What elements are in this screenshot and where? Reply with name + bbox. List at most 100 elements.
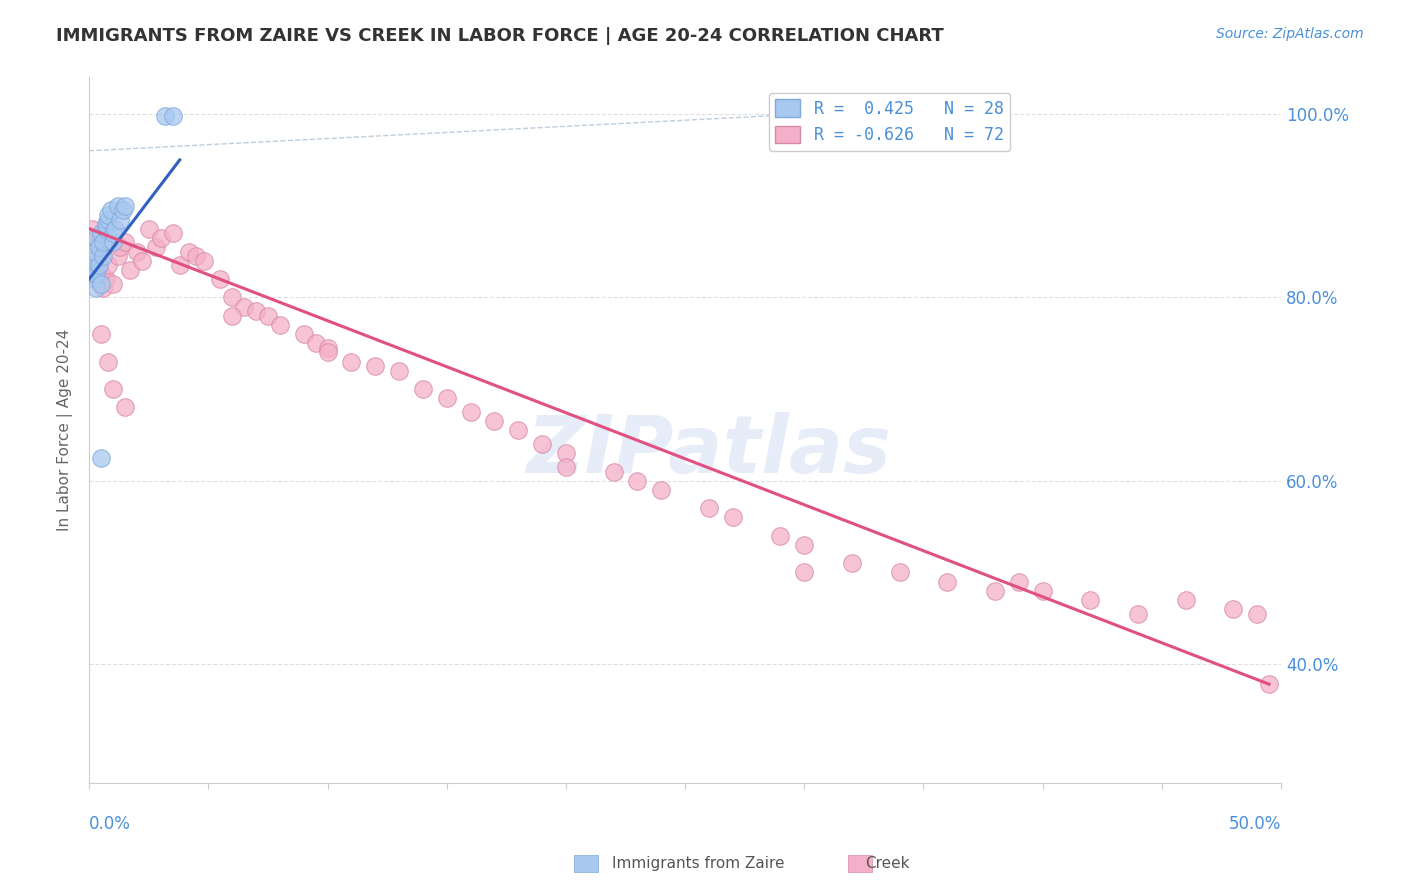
Point xyxy=(101,277,124,291)
Point xyxy=(87,258,110,272)
Point xyxy=(104,221,127,235)
Point xyxy=(114,235,136,250)
Point xyxy=(364,359,387,373)
Point xyxy=(101,382,124,396)
Point xyxy=(221,309,243,323)
Point xyxy=(97,212,120,227)
Point xyxy=(90,277,112,291)
Point xyxy=(101,226,124,240)
Point xyxy=(138,221,160,235)
Point xyxy=(1258,677,1281,691)
Text: IMMIGRANTS FROM ZAIRE VS CREEK IN LABOR FORCE | AGE 20-24 CORRELATION CHART: IMMIGRANTS FROM ZAIRE VS CREEK IN LABOR … xyxy=(56,27,943,45)
Point xyxy=(169,258,191,272)
Point xyxy=(97,208,120,222)
Point xyxy=(984,583,1007,598)
Point xyxy=(245,304,267,318)
Point xyxy=(697,501,720,516)
Point xyxy=(484,414,506,428)
Point xyxy=(186,249,208,263)
Point xyxy=(162,226,184,240)
Point xyxy=(118,263,141,277)
Point xyxy=(97,354,120,368)
Point xyxy=(93,235,115,250)
Point xyxy=(1174,593,1197,607)
Point xyxy=(107,249,129,263)
Point xyxy=(131,253,153,268)
Point xyxy=(83,249,105,263)
Point xyxy=(269,318,291,332)
Point xyxy=(84,281,107,295)
Point xyxy=(114,401,136,415)
Point xyxy=(94,217,117,231)
Point xyxy=(80,253,103,268)
Point xyxy=(87,263,110,277)
Point xyxy=(209,272,232,286)
Point xyxy=(80,263,103,277)
Point xyxy=(114,199,136,213)
Point xyxy=(90,226,112,240)
Point xyxy=(460,405,482,419)
Legend: R =  0.425   N = 28, R = -0.626   N = 72: R = 0.425 N = 28, R = -0.626 N = 72 xyxy=(769,93,1011,151)
Point xyxy=(145,240,167,254)
Point xyxy=(83,272,105,286)
Text: Creek: Creek xyxy=(865,856,910,871)
Point xyxy=(149,231,172,245)
Point xyxy=(97,258,120,272)
Point xyxy=(80,221,103,235)
Point xyxy=(125,244,148,259)
Point xyxy=(90,268,112,282)
Point xyxy=(94,272,117,286)
Point xyxy=(388,364,411,378)
Point xyxy=(936,574,959,589)
Point xyxy=(84,244,107,259)
Point xyxy=(80,231,103,245)
Point xyxy=(87,253,110,268)
Point xyxy=(107,199,129,213)
Point xyxy=(257,309,280,323)
Point xyxy=(84,231,107,245)
Point xyxy=(769,529,792,543)
Point xyxy=(83,244,105,259)
Point xyxy=(650,483,672,497)
Point xyxy=(90,327,112,342)
Point xyxy=(554,460,576,475)
Text: ZIPatlas: ZIPatlas xyxy=(526,412,891,491)
Point xyxy=(101,235,124,250)
Point xyxy=(436,391,458,405)
Y-axis label: In Labor Force | Age 20-24: In Labor Force | Age 20-24 xyxy=(58,329,73,532)
Point xyxy=(90,450,112,465)
Point xyxy=(316,345,339,359)
Point xyxy=(193,253,215,268)
Point xyxy=(1222,602,1244,616)
Point xyxy=(221,290,243,304)
Point xyxy=(100,203,122,218)
Point xyxy=(84,268,107,282)
Point xyxy=(108,212,131,227)
Text: Source: ZipAtlas.com: Source: ZipAtlas.com xyxy=(1216,27,1364,41)
Point xyxy=(292,327,315,342)
Point xyxy=(93,249,115,263)
Point xyxy=(626,474,648,488)
Point xyxy=(793,566,815,580)
Point xyxy=(155,109,177,123)
Point xyxy=(1008,574,1031,589)
Text: Immigrants from Zaire: Immigrants from Zaire xyxy=(612,856,785,871)
Point xyxy=(1078,593,1101,607)
Point xyxy=(841,556,863,570)
Point xyxy=(108,240,131,254)
Text: 50.0%: 50.0% xyxy=(1229,815,1281,833)
Point xyxy=(340,354,363,368)
Point xyxy=(412,382,434,396)
Point xyxy=(602,465,624,479)
Point xyxy=(93,281,115,295)
Point xyxy=(554,446,576,460)
Point xyxy=(1032,583,1054,598)
Point xyxy=(508,423,530,437)
Point xyxy=(83,240,105,254)
Point xyxy=(793,538,815,552)
Point xyxy=(304,336,326,351)
Point xyxy=(94,221,117,235)
Point xyxy=(721,510,744,524)
Point xyxy=(1126,607,1149,621)
Point xyxy=(87,240,110,254)
